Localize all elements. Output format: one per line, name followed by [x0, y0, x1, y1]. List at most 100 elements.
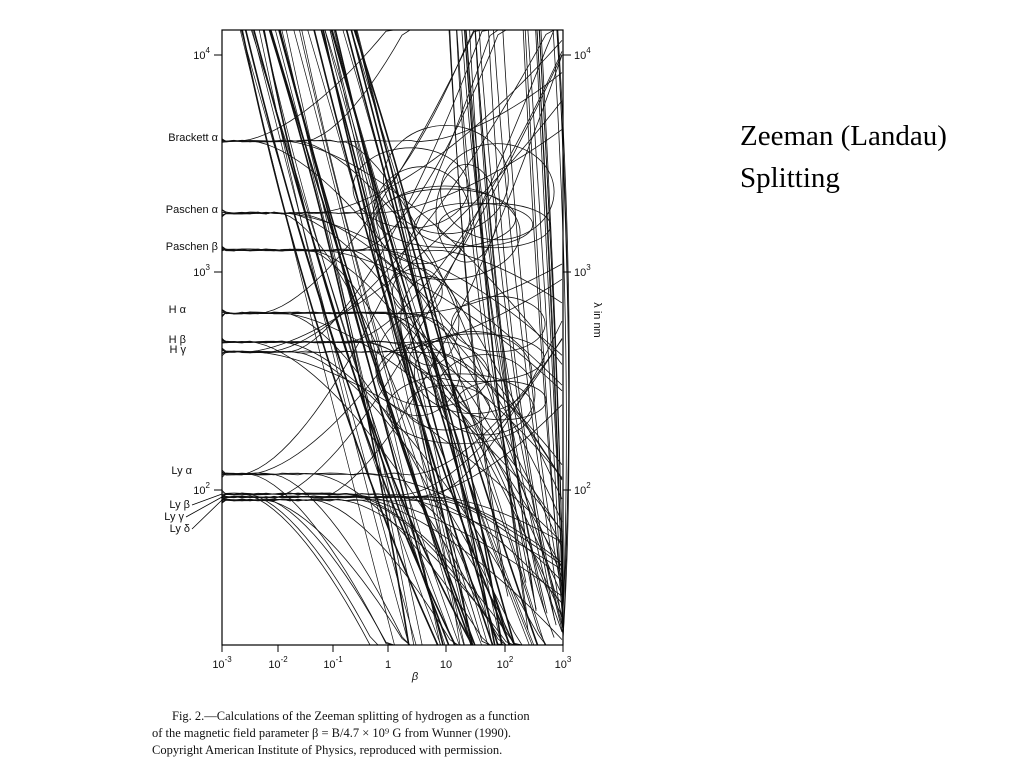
tick-label: 1	[385, 659, 391, 671]
slide-title: Zeeman (Landau)	[740, 120, 947, 152]
spectral-curve	[536, 29, 564, 622]
spectral-curve	[539, 29, 564, 594]
spectral-loop	[435, 163, 498, 263]
leader-line	[185, 496, 223, 518]
tick-base: 10	[574, 267, 586, 279]
tick-exponent: -2	[281, 655, 289, 664]
spectral-curve	[524, 29, 564, 623]
spectral-curve	[262, 29, 455, 646]
spectral-curve	[221, 29, 562, 143]
line-label: H α	[169, 304, 187, 316]
tick-exponent: -1	[336, 655, 344, 664]
tick-base: 10	[440, 659, 452, 671]
tick-base: 10	[323, 659, 335, 671]
tick-label: 102	[497, 655, 514, 671]
spectral-curve	[320, 29, 474, 646]
line-label: H γ	[170, 344, 187, 356]
tick-base: 10	[193, 50, 205, 62]
spectral-curve	[313, 29, 494, 646]
line-label: H β	[169, 334, 186, 346]
tick-label: 104	[193, 46, 210, 62]
spectral-loop	[377, 340, 490, 407]
spectral-curve	[469, 29, 527, 583]
spectral-curve	[355, 29, 539, 646]
spectral-curve	[221, 247, 563, 392]
spectral-curve	[221, 472, 563, 566]
tick-label: 10-2	[268, 655, 288, 671]
tick-label: 102	[574, 481, 591, 497]
spectral-curve	[350, 29, 496, 646]
tick-exponent: 3	[586, 263, 591, 272]
spectral-curve	[221, 309, 563, 531]
spectral-loop	[392, 267, 443, 316]
tick-label: 10	[440, 659, 452, 671]
tick-label: 10-3	[212, 655, 232, 671]
line-label: Paschen α	[166, 204, 219, 216]
spectral-curve	[474, 29, 546, 613]
tick-exponent: 2	[206, 481, 211, 490]
spectral-loop	[451, 295, 546, 353]
spectral-curve	[258, 29, 410, 646]
spectral-curve	[492, 29, 564, 629]
spectral-curve	[527, 29, 564, 632]
tick-label: 102	[193, 481, 210, 497]
line-label: Brackett α	[168, 132, 218, 144]
spectral-loop	[383, 124, 509, 235]
tick-exponent: 2	[509, 655, 514, 664]
tick-base: 10	[497, 659, 509, 671]
tick-label: 104	[574, 46, 591, 62]
spectral-curve	[522, 29, 564, 599]
spectral-curve	[240, 29, 442, 646]
spectral-curve	[269, 29, 473, 646]
spectral-curve	[221, 338, 562, 646]
spectral-curve	[221, 29, 562, 476]
spectral-loop	[405, 384, 490, 431]
line-label: Ly γ	[164, 511, 184, 523]
spectral-curve	[221, 248, 563, 304]
spectral-curve	[307, 29, 489, 646]
spectral-curve	[221, 498, 562, 646]
spectral-curve	[324, 29, 533, 646]
tick-exponent: 3	[206, 263, 211, 272]
spectral-curve	[448, 29, 507, 581]
caption-line: Fig. 2.—Calculations of the Zeeman split…	[172, 709, 530, 723]
leader-line	[191, 499, 223, 530]
line-label: Ly α	[171, 465, 192, 477]
tick-exponent: 2	[586, 481, 591, 490]
tick-base: 10	[193, 267, 205, 279]
spectral-loop	[434, 354, 536, 436]
spectral-curve	[464, 29, 548, 614]
spectral-curve	[268, 29, 410, 646]
tick-base: 10	[268, 659, 280, 671]
spectral-curve	[456, 29, 537, 610]
spectral-curve	[241, 29, 439, 646]
tick-exponent: 4	[206, 46, 211, 55]
tick-base: 10	[193, 485, 205, 497]
spectral-curve	[299, 29, 465, 646]
tick-base: 1	[385, 659, 391, 671]
tick-exponent: -3	[225, 655, 233, 664]
spectral-curve	[556, 29, 570, 640]
slide-title: Splitting	[740, 162, 840, 194]
tick-label: 103	[193, 263, 210, 279]
spectral-curve	[465, 29, 564, 634]
spectral-curve	[221, 139, 563, 365]
spectral-curve	[474, 29, 533, 592]
tick-label: 103	[555, 655, 572, 671]
tick-label: 103	[574, 263, 591, 279]
tick-exponent: 3	[567, 655, 572, 664]
spectral-loop	[400, 276, 460, 366]
spectral-loop	[413, 331, 533, 415]
spectral-curve	[353, 29, 503, 646]
spectral-curve	[332, 29, 535, 646]
tick-exponent: 4	[586, 46, 591, 55]
spectral-curve	[356, 29, 493, 646]
tick-base: 10	[574, 50, 586, 62]
y-axis-label: λ in nm	[591, 302, 603, 337]
spectral-loop	[376, 188, 517, 248]
spectral-loop	[375, 315, 462, 417]
spectral-loop	[409, 333, 545, 383]
